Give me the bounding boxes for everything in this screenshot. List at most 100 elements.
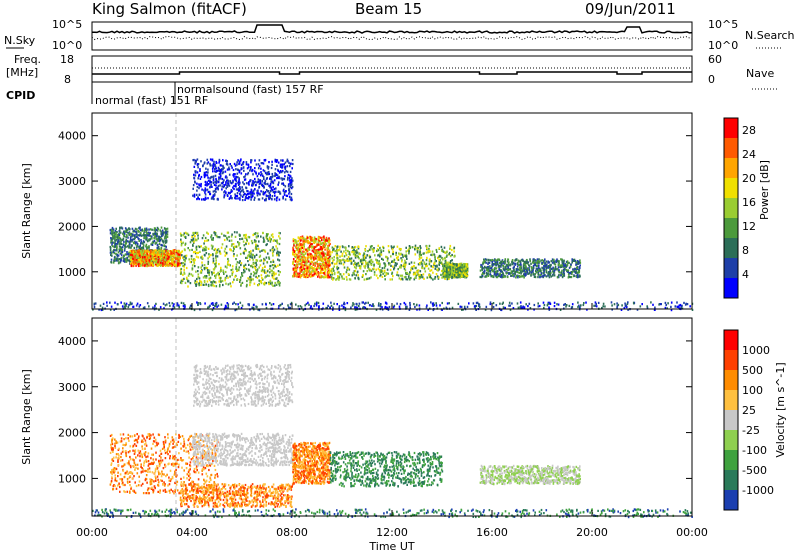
heatmap-cell (205, 248, 207, 252)
heatmap-cell (264, 198, 267, 201)
heatmap-cell (316, 268, 318, 271)
heatmap-cell (217, 184, 220, 187)
heatmap-cell (131, 240, 133, 243)
heatmap-cell (212, 195, 214, 198)
heatmap-cell (202, 276, 205, 279)
heatmap-cell (321, 241, 324, 245)
heatmap-cell (221, 177, 224, 181)
heatmap-cell (292, 267, 295, 270)
heatmap-cell (202, 164, 204, 167)
heatmap-cell (114, 235, 117, 238)
heatmap-cell (111, 239, 113, 242)
heatmap-cell (114, 249, 116, 252)
heatmap-cell (165, 259, 168, 262)
heatmap-cell (179, 263, 182, 267)
heatmap-cell (530, 262, 532, 265)
heatmap-cell (271, 264, 274, 267)
heatmap-cell (237, 180, 240, 183)
heatmap-cell (135, 232, 138, 235)
heatmap-cell (233, 253, 235, 256)
heatmap-cell (563, 274, 566, 277)
heatmap-cell (558, 271, 561, 274)
heatmap-cell (161, 250, 164, 253)
heatmap-cell (181, 250, 184, 253)
heatmap-cell (125, 258, 128, 261)
heatmap-cell (392, 265, 394, 268)
heatmap-cell (414, 267, 417, 270)
heatmap-cell (353, 251, 356, 254)
heatmap-cell (266, 182, 269, 185)
heatmap-cell (548, 273, 550, 276)
heatmap-cell (264, 250, 267, 253)
heatmap-cell (185, 266, 188, 270)
heatmap-cell (153, 260, 155, 263)
heatmap-cell (234, 183, 237, 186)
heatmap-cell (264, 276, 266, 279)
heatmap-cell (244, 235, 247, 238)
heatmap-cell (113, 249, 115, 252)
heatmap-cell (147, 257, 149, 260)
heatmap-cell (134, 256, 136, 259)
heatmap-cell (307, 256, 309, 259)
heatmap-cell (306, 250, 309, 253)
heatmap-cell (252, 262, 255, 265)
heatmap-cell (196, 252, 198, 255)
heatmap-cell (128, 233, 130, 236)
heatmap-cell (276, 281, 279, 284)
heatmap-cell (500, 260, 502, 263)
heatmap-cell (403, 262, 406, 265)
heatmap-cell (197, 256, 200, 259)
heatmap-cell (124, 247, 126, 250)
heatmap-cell (342, 273, 345, 276)
heatmap-cell (449, 244, 452, 248)
heatmap-cell (281, 177, 284, 180)
heatmap-cell (271, 283, 273, 286)
heatmap-cell (187, 247, 189, 250)
heatmap-cell (275, 173, 278, 177)
heatmap-cell (375, 258, 377, 261)
heatmap-cell (179, 262, 182, 265)
heatmap-cell (218, 178, 220, 181)
heatmap-cell (329, 258, 331, 261)
heatmap-cell (301, 236, 304, 239)
heatmap-cell (261, 266, 264, 270)
heatmap-cell (392, 275, 394, 278)
heatmap-cell (307, 247, 309, 250)
heatmap-cell (208, 255, 211, 258)
heatmap-cell (412, 273, 415, 276)
heatmap-cell (199, 280, 201, 283)
heatmap-cell (212, 179, 215, 182)
heatmap-cell (213, 281, 216, 284)
heatmap-cell (198, 175, 200, 178)
heatmap-cell (420, 275, 423, 278)
heatmap-cell (257, 248, 260, 251)
heatmap-cell (341, 252, 344, 255)
heatmap-cell (278, 198, 281, 201)
heatmap-cell (157, 255, 160, 258)
heatmap-cell (138, 250, 140, 253)
heatmap-cell (369, 248, 371, 251)
heatmap-cell (353, 249, 355, 252)
heatmap-cell (312, 246, 314, 249)
heatmap-cell (203, 161, 206, 164)
heatmap-cell (212, 254, 214, 257)
heatmap-cell (278, 181, 280, 184)
heatmap-cell (193, 165, 196, 168)
heatmap-cell (203, 267, 206, 270)
heatmap-cell (286, 165, 289, 168)
heatmap-cell (490, 275, 493, 278)
heatmap-cell (132, 238, 134, 241)
heatmap-cell (272, 254, 274, 257)
heatmap-cell (419, 248, 421, 252)
heatmap-cell (162, 241, 165, 244)
heatmap-cell (202, 249, 204, 252)
heatmap-cell (161, 257, 163, 261)
heatmap-cell (491, 258, 494, 262)
heatmap-cell (131, 250, 133, 253)
heatmap-cell (246, 283, 248, 286)
heatmap-cell (362, 254, 365, 257)
heatmap-cell (379, 255, 381, 258)
heatmap-cell (250, 250, 252, 253)
heatmap-cell (109, 232, 112, 235)
